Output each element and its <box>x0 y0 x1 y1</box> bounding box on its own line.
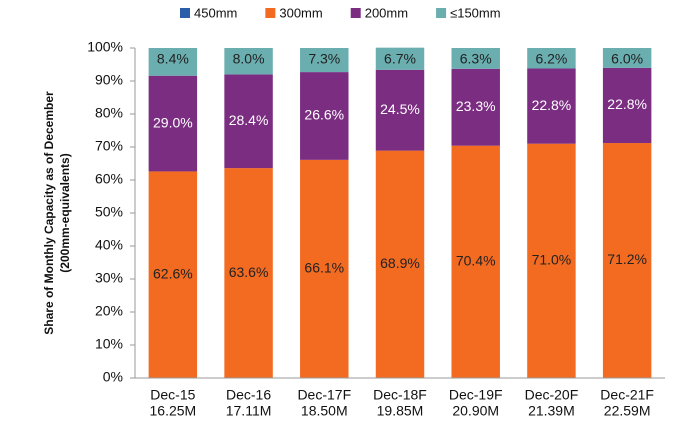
x-tick-label: Dec-15 <box>150 387 195 403</box>
y-tick-label: 20% <box>95 303 123 319</box>
data-label: 63.6% <box>229 264 269 280</box>
data-label: 8.0% <box>233 51 265 67</box>
data-label: 6.0% <box>611 51 643 67</box>
y-tick-label: 80% <box>95 105 123 121</box>
data-label: 68.9% <box>380 255 420 271</box>
data-label: 70.4% <box>456 253 496 269</box>
data-label: 29.0% <box>153 114 193 130</box>
bar-segment <box>375 150 425 378</box>
x-tick-label: 19.85M <box>377 403 424 419</box>
y-tick-label: 0% <box>103 369 123 385</box>
bar-segment <box>300 159 349 378</box>
y-axis-label: (200mm-equivalents) <box>58 153 72 272</box>
bar-segment <box>527 143 576 378</box>
legend-label: ≤150mm <box>450 5 500 20</box>
bar-segment <box>300 72 349 160</box>
legend-swatch <box>265 8 276 18</box>
bar-segment <box>375 47 425 70</box>
x-tick-label: 16.25M <box>150 403 197 419</box>
bar-segment <box>300 48 349 73</box>
bar-segment <box>602 143 652 378</box>
x-tick-label: Dec-18F <box>373 387 427 403</box>
data-label: 6.2% <box>535 51 567 67</box>
bar-segment <box>375 69 425 151</box>
legend-swatch <box>180 8 190 18</box>
x-tick-label: 21.39M <box>528 403 575 419</box>
bar-segment <box>224 48 273 75</box>
bar-segment <box>602 67 652 144</box>
y-tick-label: 60% <box>95 171 123 187</box>
x-tick-label: 20.90M <box>452 403 499 419</box>
legend-label: 300mm <box>279 5 322 20</box>
data-label: 7.3% <box>308 51 340 67</box>
x-tick-label: Dec-16 <box>226 387 271 403</box>
x-tick-label: Dec-20F <box>525 387 579 403</box>
bar-segment <box>148 75 198 172</box>
y-tick-label: 30% <box>95 270 123 286</box>
bar-segment <box>148 48 198 76</box>
x-tick-label: 22.59M <box>604 403 651 419</box>
bar-segment <box>602 48 652 68</box>
y-tick-label: 50% <box>95 204 123 220</box>
legend-swatch <box>436 8 447 18</box>
y-tick-label: 10% <box>95 336 123 352</box>
x-tick-label: Dec-17F <box>297 387 351 403</box>
data-label: 23.3% <box>456 98 496 114</box>
bar-segment <box>451 48 500 69</box>
bar-segment <box>527 68 576 144</box>
data-label: 22.8% <box>532 97 572 113</box>
bar-segment <box>451 145 500 378</box>
y-tick-label: 90% <box>95 72 123 88</box>
bar-segment <box>451 68 500 146</box>
bar-segment <box>224 168 273 378</box>
data-label: 6.7% <box>384 50 416 66</box>
x-tick-label: Dec-19F <box>449 387 503 403</box>
bar-segment <box>527 48 576 69</box>
bar-segment <box>224 74 273 169</box>
x-tick-label: 18.50M <box>301 403 348 419</box>
legend-label: 450mm <box>194 5 237 20</box>
y-tick-label: 40% <box>95 237 123 253</box>
data-label: 71.2% <box>607 251 647 267</box>
data-label: 66.1% <box>304 260 344 276</box>
data-label: 62.6% <box>153 265 193 281</box>
x-tick-label: Dec-21F <box>600 387 654 403</box>
data-label: 71.0% <box>532 252 572 268</box>
y-axis-label: Share of Monthly Capacity as of December <box>42 91 56 335</box>
legend-label: 200mm <box>365 5 408 20</box>
data-label: 6.3% <box>460 51 492 67</box>
data-label: 22.8% <box>607 96 647 112</box>
data-label: 8.4% <box>157 51 189 67</box>
data-label: 26.6% <box>304 107 344 123</box>
data-label: 24.5% <box>380 101 420 117</box>
bar-segment <box>148 171 198 378</box>
x-tick-label: 17.11M <box>226 403 272 419</box>
y-tick-label: 100% <box>87 39 123 55</box>
legend-swatch <box>350 8 361 18</box>
data-label: 28.4% <box>229 112 269 128</box>
y-tick-label: 70% <box>95 138 123 154</box>
